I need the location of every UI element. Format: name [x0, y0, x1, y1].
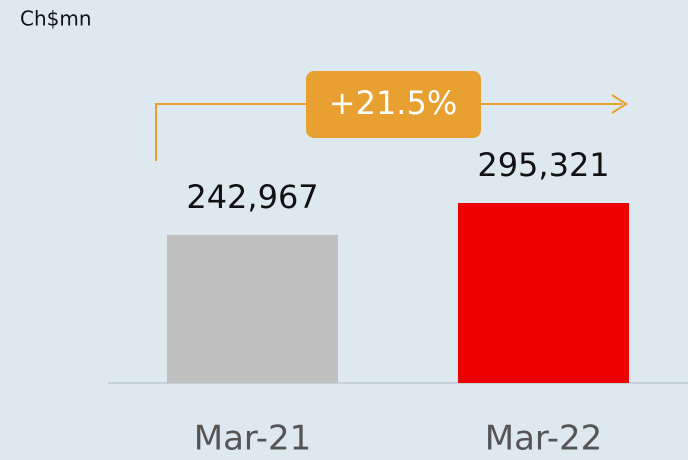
- annotation: +21.5%: [329, 84, 457, 122]
- category-label: Mar-21: [194, 419, 312, 459]
- arrow-head: [611, 94, 628, 114]
- value-label: 295,321: [477, 146, 609, 184]
- annotation-box: [306, 71, 481, 138]
- unit-label: Ch$mn: [20, 7, 92, 31]
- value-label: 242,967: [186, 178, 318, 216]
- category-label: Mar-22: [485, 419, 603, 459]
- bar: [167, 234, 338, 383]
- bar: [458, 203, 629, 383]
